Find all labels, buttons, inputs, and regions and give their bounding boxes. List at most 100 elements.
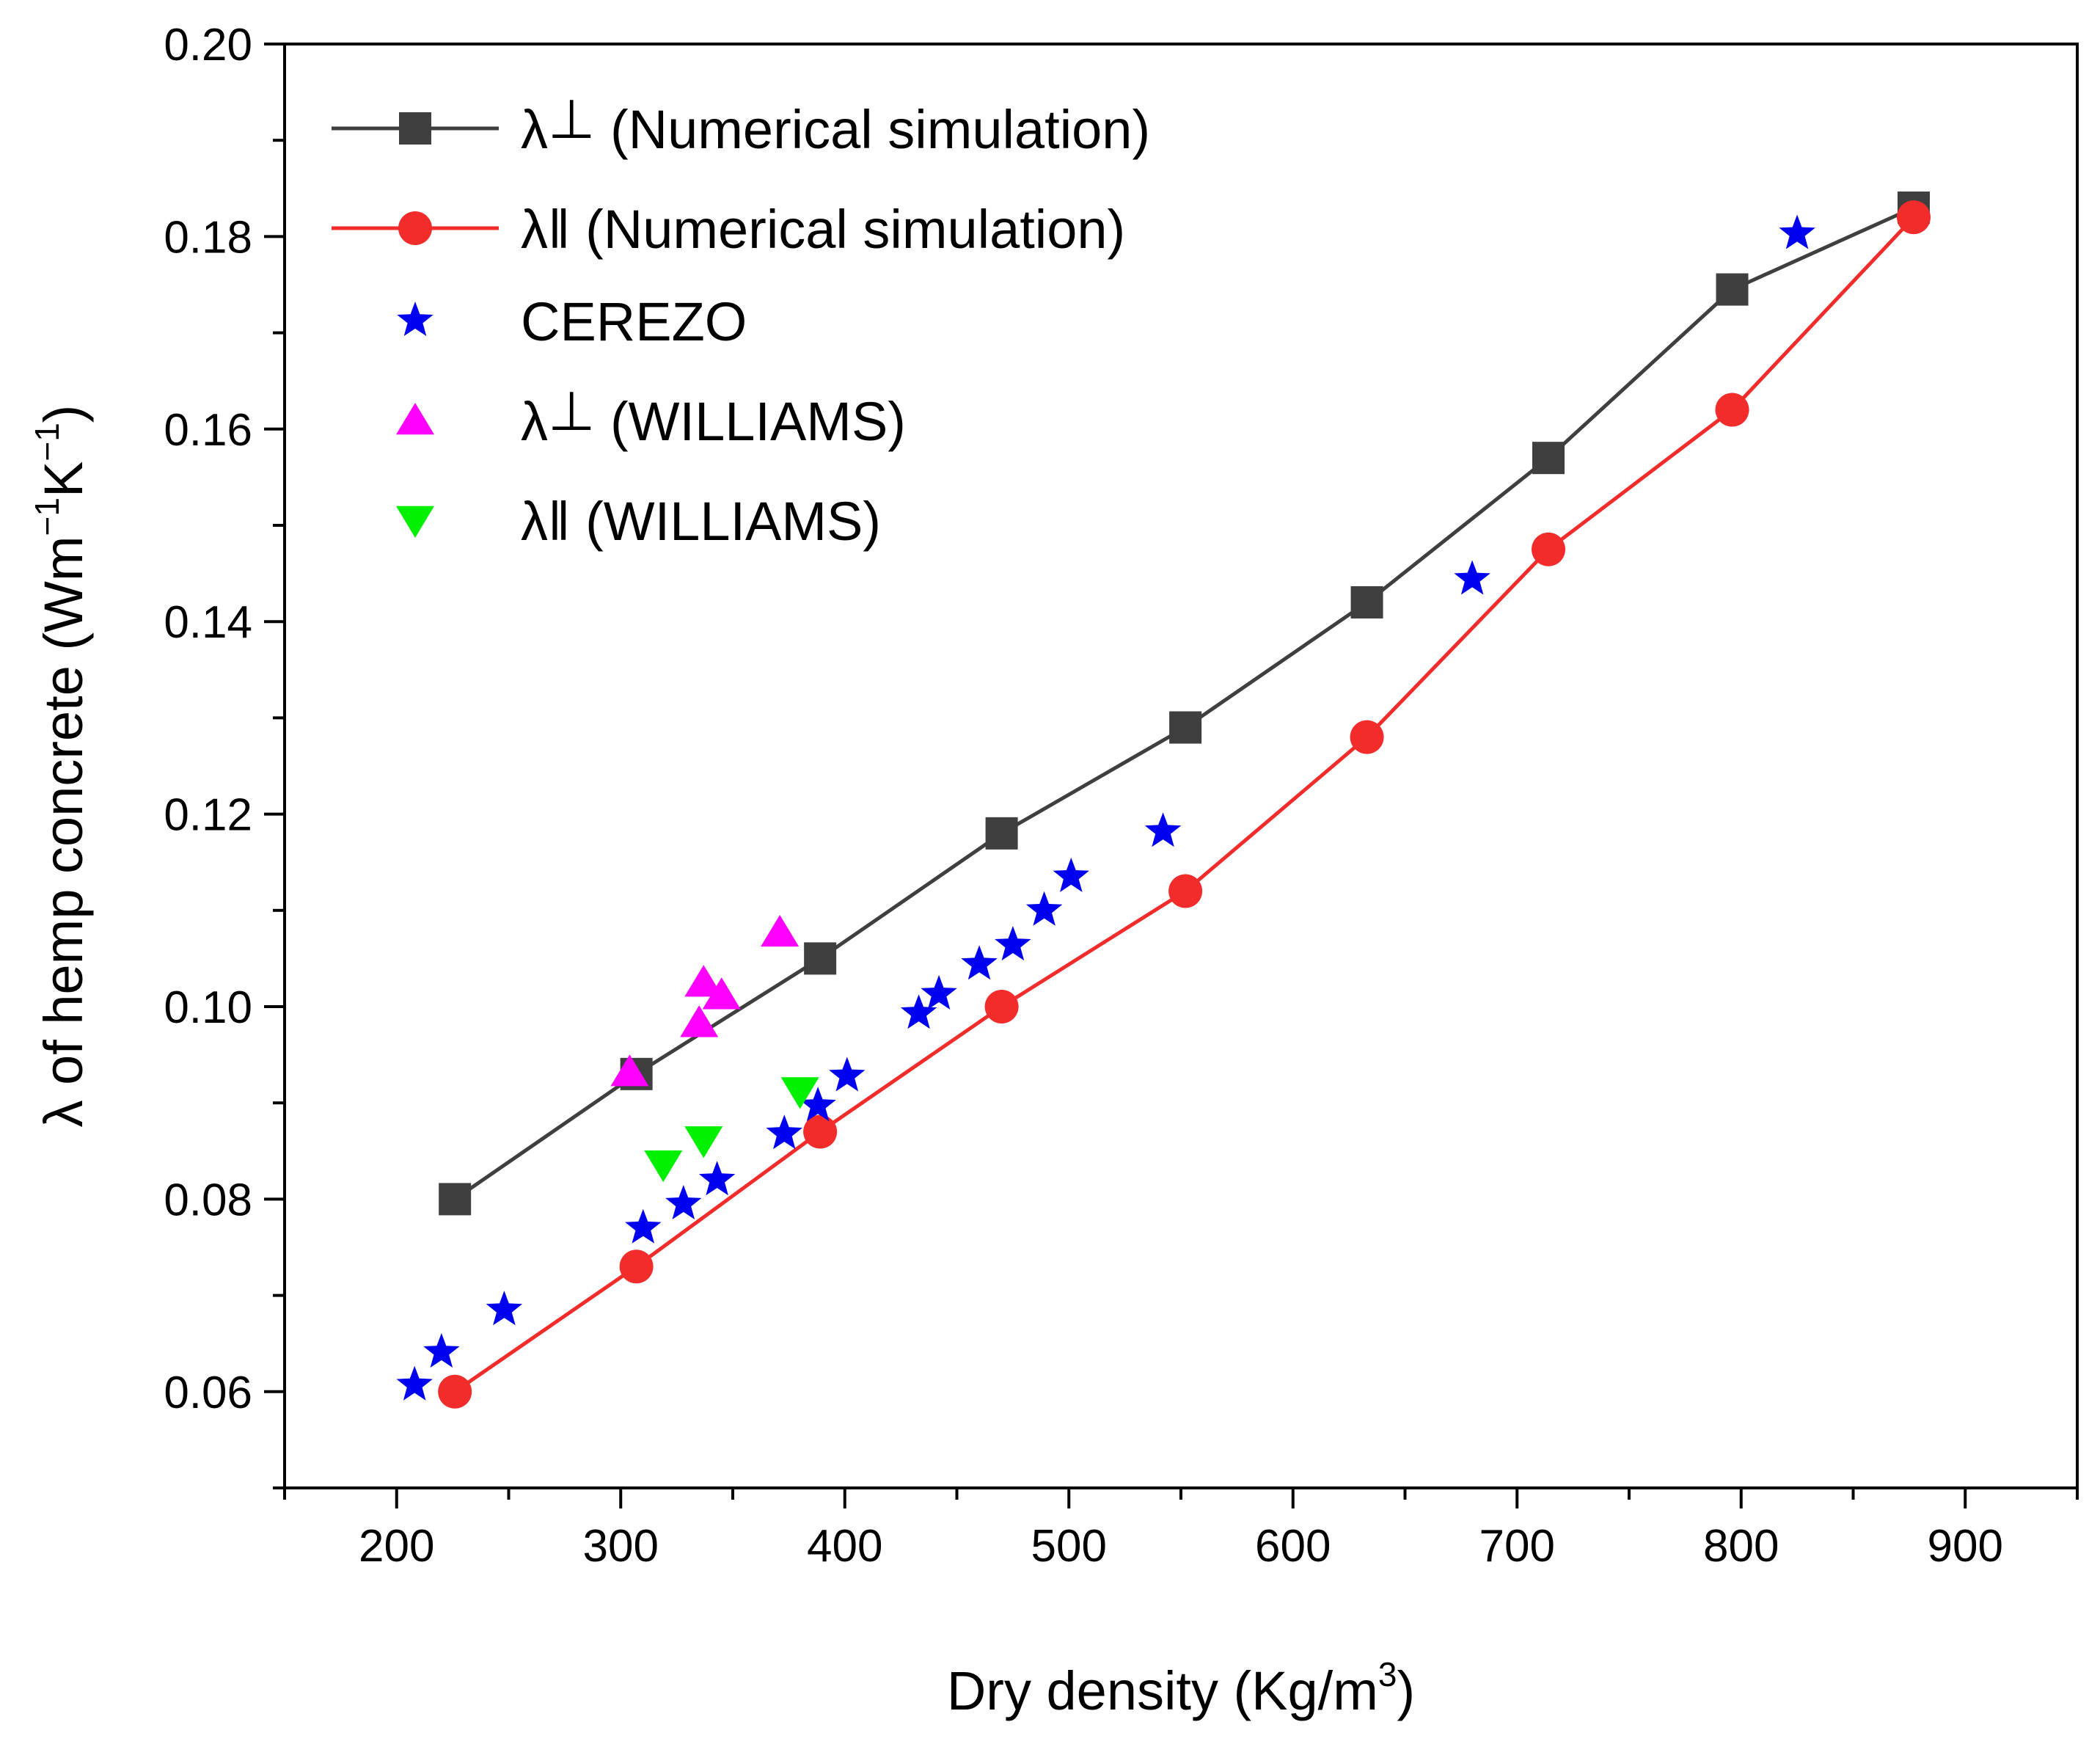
data-point (804, 942, 837, 975)
y-tick-label: 0.14 (164, 597, 252, 648)
data-point (829, 1057, 866, 1092)
legend-item: λ⊥ (Numerical simulation) (332, 89, 1150, 160)
y-axis-title-sup1: −1 (28, 497, 66, 536)
legend-text: (WILLIAMS) (595, 391, 905, 452)
legend-item: λ⊥ (WILLIAMS) (396, 381, 906, 452)
legend-text: (Numerical simulation) (595, 99, 1150, 160)
data-point (1454, 560, 1490, 595)
legend-symbol: λ (521, 491, 548, 552)
x-axis-title-prefix: Dry density (Kg/m (947, 1660, 1378, 1721)
x-tick-label: 200 (359, 1521, 434, 1572)
data-point (684, 965, 723, 997)
data-point (1053, 857, 1089, 892)
data-point (1715, 393, 1749, 427)
legend-mark: ⊥ (548, 89, 595, 150)
legend-symbol: λ (521, 99, 548, 160)
y-tick-label: 0.12 (164, 790, 252, 841)
data-point (803, 1114, 838, 1149)
data-point (486, 1291, 523, 1326)
y-axis-title-prefix: λ of hemp concrete (Wm (33, 536, 94, 1127)
series-1 (438, 200, 1931, 1409)
data-point (1169, 711, 1202, 744)
data-point (1144, 812, 1182, 847)
data-point (698, 1161, 736, 1196)
x-tick-label: 900 (1928, 1521, 2003, 1572)
legend-marker (399, 112, 431, 145)
x-tick-label: 600 (1255, 1521, 1331, 1572)
y-axis-title-sup2: −1 (28, 423, 66, 461)
legend-mark: ‖ (548, 491, 571, 552)
data-point (396, 1365, 433, 1401)
data-point (423, 1333, 460, 1368)
data-point (900, 994, 937, 1029)
data-point (1779, 214, 1815, 249)
y-axis-title: λ of hemp concrete (Wm−1K−1) (28, 405, 94, 1128)
data-point (702, 977, 741, 1010)
series-layer (396, 191, 1931, 1409)
data-point (1896, 200, 1931, 235)
data-point (644, 1150, 683, 1183)
x-axis-title-suffix: ) (1397, 1660, 1415, 1721)
legend-text: CEREZO (521, 291, 747, 352)
legend-mark: ⊥ (548, 381, 595, 442)
y-tick-label: 0.06 (164, 1368, 252, 1418)
data-point (1025, 891, 1063, 926)
data-point (619, 1249, 654, 1284)
legend-item: λ‖ (WILLIAMS) (396, 491, 881, 552)
data-point (1168, 874, 1203, 908)
series-4 (644, 1077, 819, 1183)
y-tick-label: 0.18 (164, 212, 252, 263)
legend-text: (WILLIAMS) (571, 491, 881, 552)
legend-symbol: λ (521, 391, 548, 452)
data-point (984, 990, 1019, 1024)
y-axis-title-mid: K (33, 461, 94, 497)
x-axis-title-sup: 3 (1378, 1655, 1397, 1693)
legend-text: (Numerical simulation) (571, 199, 1126, 260)
data-point (995, 926, 1031, 961)
data-point (800, 1087, 836, 1122)
data-point (684, 1126, 723, 1159)
plot-frame (283, 43, 2079, 1489)
axis-ticks: 200 300 400 500 600 700 800 900 0.06 0.08 0.10 0.12… (164, 20, 2079, 1572)
legend-mark: ‖ (548, 199, 571, 260)
legend: λ⊥ (Numerical simulation)λ‖ (Numerical s… (332, 89, 1150, 552)
y-tick-label: 0.16 (164, 405, 252, 456)
y-tick-label: 0.10 (164, 982, 252, 1033)
data-point (761, 914, 800, 947)
series-2 (396, 214, 1815, 1401)
data-point (780, 1077, 819, 1109)
legend-marker (398, 211, 432, 245)
legend-marker (397, 302, 433, 336)
data-point (921, 974, 957, 1010)
y-tick-label: 0.20 (164, 20, 252, 70)
data-point (625, 1208, 662, 1244)
legend-label: λ⊥ (WILLIAMS) (521, 381, 906, 452)
legend-marker (396, 506, 434, 538)
series-3 (610, 914, 800, 1087)
data-point (1716, 273, 1749, 306)
series-line (453, 205, 1915, 1201)
data-point (665, 1185, 702, 1219)
legend-label: CEREZO (521, 291, 747, 352)
data-point (1350, 720, 1384, 754)
x-tick-label: 300 (583, 1521, 659, 1572)
x-tick-label: 400 (807, 1521, 882, 1572)
legend-label: λ‖ (Numerical simulation) (521, 199, 1125, 260)
y-tick-label: 0.08 (164, 1175, 252, 1225)
data-point (680, 1005, 719, 1037)
x-tick-label: 800 (1703, 1521, 1779, 1572)
data-point (1532, 532, 1566, 566)
data-point (961, 945, 998, 980)
x-tick-label: 700 (1479, 1521, 1555, 1572)
data-point (985, 817, 1018, 850)
legend-marker (396, 403, 434, 435)
x-tick-label: 500 (1031, 1521, 1107, 1572)
x-axis-title: Dry density (Kg/m3) (947, 1655, 1415, 1721)
legend-item: CEREZO (397, 291, 747, 352)
legend-label: λ⊥ (Numerical simulation) (521, 89, 1150, 160)
legend-item: λ‖ (Numerical simulation) (332, 199, 1125, 260)
data-point (610, 1054, 649, 1087)
data-point (1350, 585, 1383, 619)
y-axis-title-suffix: ) (33, 405, 94, 423)
